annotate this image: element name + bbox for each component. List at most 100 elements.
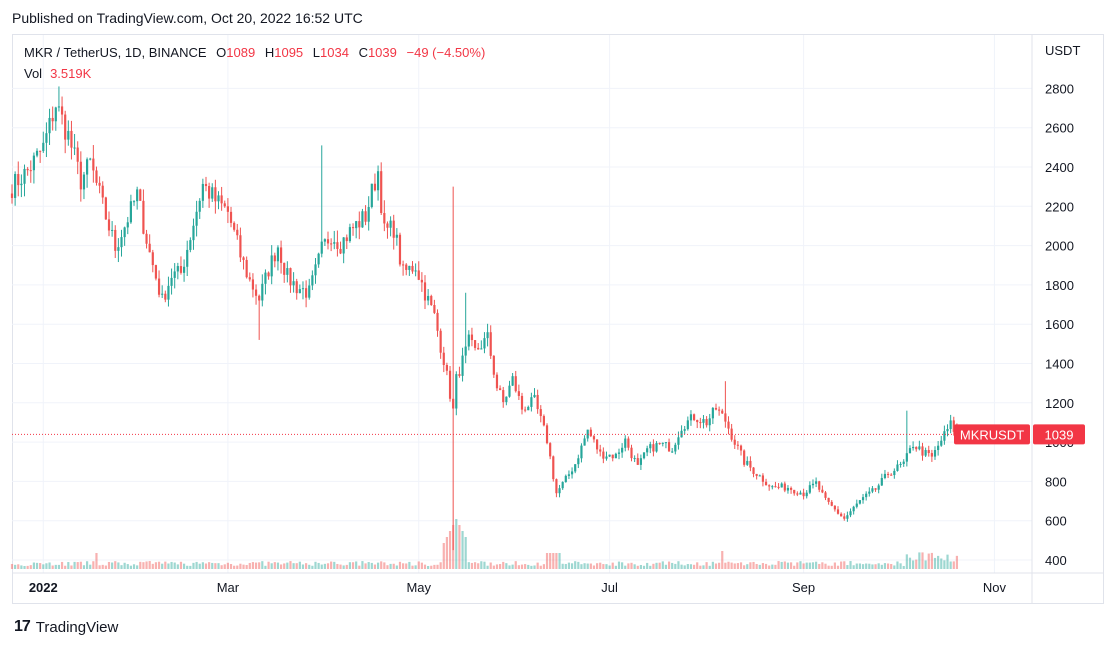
- candle-body: [101, 185, 104, 198]
- candle-body: [952, 420, 955, 432]
- volume-bar: [420, 562, 423, 569]
- volume-bar: [617, 561, 621, 569]
- volume-bar: [42, 564, 45, 569]
- volume-bar: [314, 561, 317, 569]
- candle-body: [189, 240, 192, 250]
- candle-body: [536, 394, 539, 410]
- volume-bar: [179, 561, 183, 569]
- volume-bar: [783, 561, 786, 569]
- volume-bar: [317, 562, 320, 569]
- volume-bar: [132, 564, 136, 569]
- low-value: 1034: [320, 45, 349, 60]
- volume-bar: [567, 562, 571, 569]
- volume-bar: [264, 565, 267, 569]
- candle-body: [918, 446, 921, 450]
- tradingview-footer[interactable]: 17 TradingView: [14, 618, 118, 636]
- candle-body: [730, 428, 733, 440]
- volume-bar: [511, 564, 514, 569]
- candle-body: [364, 211, 367, 222]
- candle-body: [323, 239, 326, 242]
- candle-body: [145, 233, 148, 244]
- volume-bar: [827, 565, 830, 569]
- candle-body: [602, 451, 605, 459]
- volume-bar: [245, 564, 248, 569]
- chart-frame[interactable]: [12, 34, 1104, 604]
- x-tick-label: Nov: [983, 580, 1007, 595]
- volume-bar: [117, 562, 120, 569]
- volume-bar: [818, 563, 821, 569]
- candle-body: [223, 203, 226, 207]
- volume-bar: [836, 565, 840, 569]
- candle-body: [439, 330, 442, 353]
- candle-body: [386, 223, 389, 228]
- y-axis-unit: USDT: [1045, 43, 1080, 58]
- candle-body: [508, 385, 511, 397]
- candle-body: [711, 407, 714, 419]
- candle-body: [233, 222, 236, 230]
- volume-bar: [60, 561, 64, 569]
- volume-bar: [114, 561, 117, 569]
- volume-bar: [495, 564, 499, 569]
- volume-bar: [696, 562, 699, 569]
- volume-bar: [186, 565, 189, 569]
- candle-body: [542, 416, 545, 426]
- symbol-label[interactable]: MKR / TetherUS, 1D, BINANCE: [24, 45, 207, 60]
- volume-bar: [955, 555, 959, 569]
- volume-bar: [308, 564, 311, 569]
- x-tick-label: Jul: [601, 580, 618, 595]
- volume-bar: [386, 565, 389, 569]
- published-note: Published on TradingView.com, Oct 20, 20…: [12, 10, 363, 26]
- candle-body: [796, 493, 799, 495]
- candle-body: [198, 200, 201, 212]
- candle-body: [549, 443, 552, 457]
- volume-bar: [29, 565, 32, 569]
- volume-bar: [214, 563, 217, 569]
- y-tick-label: 2800: [1045, 81, 1074, 96]
- candle-body: [836, 509, 840, 514]
- candle-body: [201, 183, 204, 201]
- candle-body: [179, 266, 183, 273]
- volume-bar: [395, 565, 398, 569]
- volume-bar: [123, 562, 126, 569]
- y-tick-label: 2400: [1045, 160, 1074, 175]
- volume-bar: [473, 562, 477, 569]
- candle-body: [20, 183, 23, 186]
- candle-body: [517, 391, 520, 396]
- candle-body: [154, 265, 158, 279]
- volume-bar: [48, 562, 51, 569]
- volume-bar: [220, 565, 223, 569]
- volume-bar: [865, 563, 868, 569]
- volume-bar: [67, 562, 70, 569]
- candle-body: [14, 173, 17, 198]
- volume-bar: [714, 563, 718, 569]
- volume-bar: [292, 563, 295, 569]
- candle-body: [877, 485, 880, 490]
- volume-bar: [10, 564, 14, 569]
- volume-bar: [774, 564, 777, 569]
- volume-bar: [524, 564, 527, 569]
- volume-bar: [718, 562, 721, 569]
- volume-bar: [642, 565, 646, 569]
- volume-bar: [724, 562, 727, 569]
- volume-bar: [595, 563, 599, 569]
- candle-body: [405, 264, 408, 270]
- y-tick-label: 1200: [1045, 396, 1074, 411]
- candle-body: [946, 429, 949, 432]
- candle-body: [85, 159, 89, 175]
- candle-body: [893, 470, 896, 476]
- candle-body: [908, 448, 912, 454]
- candle-body: [214, 187, 217, 202]
- volume-bar: [874, 564, 877, 569]
- volume-bar: [658, 562, 661, 569]
- candle-body: [861, 497, 865, 501]
- candle-body: [840, 513, 843, 517]
- volume-bar: [708, 565, 711, 569]
- volume-bar: [176, 564, 179, 569]
- volume-bar: [414, 565, 417, 569]
- volume-bar: [630, 562, 633, 569]
- volume-bar: [655, 562, 658, 569]
- volume-bar: [98, 565, 101, 569]
- candle-body: [677, 437, 680, 445]
- volume-bar: [896, 561, 899, 569]
